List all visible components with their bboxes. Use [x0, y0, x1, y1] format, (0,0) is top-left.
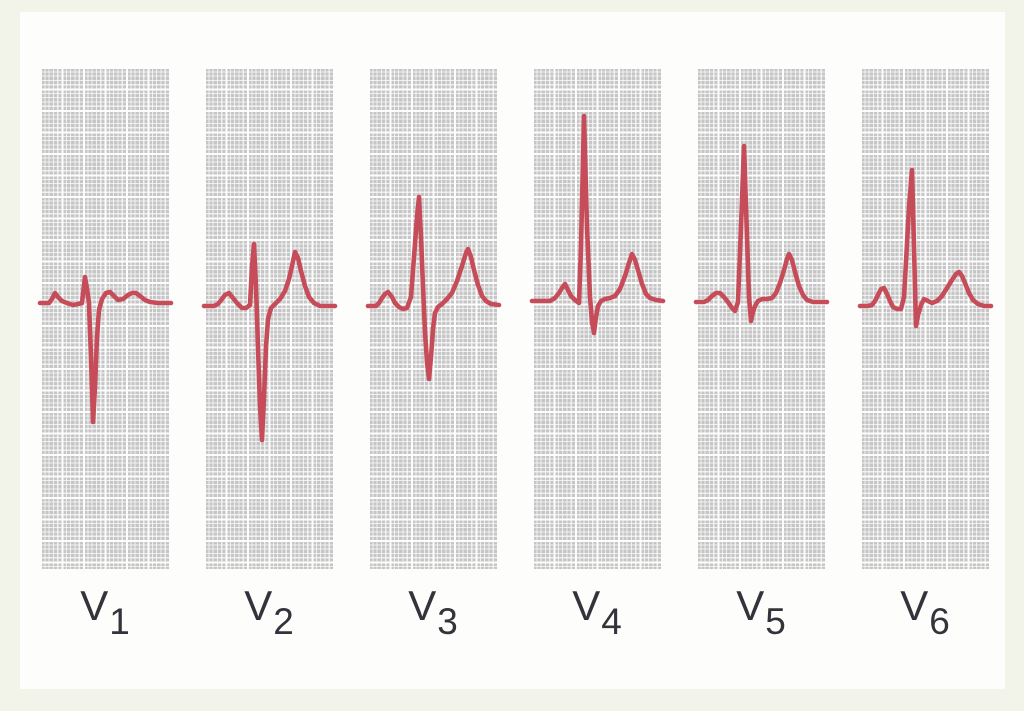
ecg-trace-v4 [529, 113, 666, 336]
ecg-strip-v3 [365, 67, 502, 569]
ecg-trace-v2 [201, 241, 338, 443]
lead-letter: V [408, 582, 438, 629]
lead-column-v1: V1 [37, 67, 174, 641]
lead-label-v4: V4 [572, 582, 623, 641]
lead-label-v2: V2 [244, 582, 295, 641]
lead-label-v5: V5 [736, 582, 787, 641]
figure-panel: V1 V2 V3 V4 [20, 12, 1005, 689]
ecg-trace-v6 [857, 167, 994, 329]
lead-column-v4: V4 [529, 67, 666, 641]
lead-letter: V [900, 582, 930, 629]
ecg-strip-v4 [529, 67, 666, 569]
ecg-trace-v3 [365, 194, 502, 382]
ecg-trace-v1 [37, 274, 174, 425]
lead-number: 1 [109, 601, 131, 643]
ecg-trace-v5 [693, 143, 830, 324]
lead-letter: V [80, 582, 110, 629]
lead-number: 2 [273, 601, 295, 643]
lead-number: 6 [929, 601, 951, 643]
lead-column-v2: V2 [201, 67, 338, 641]
ecg-strip-v1 [37, 67, 174, 569]
lead-letter: V [736, 582, 766, 629]
lead-column-v3: V3 [365, 67, 502, 641]
lead-column-v5: V5 [693, 67, 830, 641]
lead-label-v6: V6 [900, 582, 951, 641]
lead-number: 4 [601, 601, 623, 643]
lead-label-v1: V1 [80, 582, 131, 641]
ecg-strip-v6 [857, 67, 994, 569]
ecg-strip-v2 [201, 67, 338, 569]
leads-row: V1 V2 V3 V4 [37, 67, 994, 641]
ecg-strip-v5 [693, 67, 830, 569]
lead-letter: V [572, 582, 602, 629]
lead-column-v6: V6 [857, 67, 994, 641]
lead-letter: V [244, 582, 274, 629]
lead-number: 5 [765, 601, 787, 643]
lead-label-v3: V3 [408, 582, 459, 641]
lead-number: 3 [437, 601, 459, 643]
